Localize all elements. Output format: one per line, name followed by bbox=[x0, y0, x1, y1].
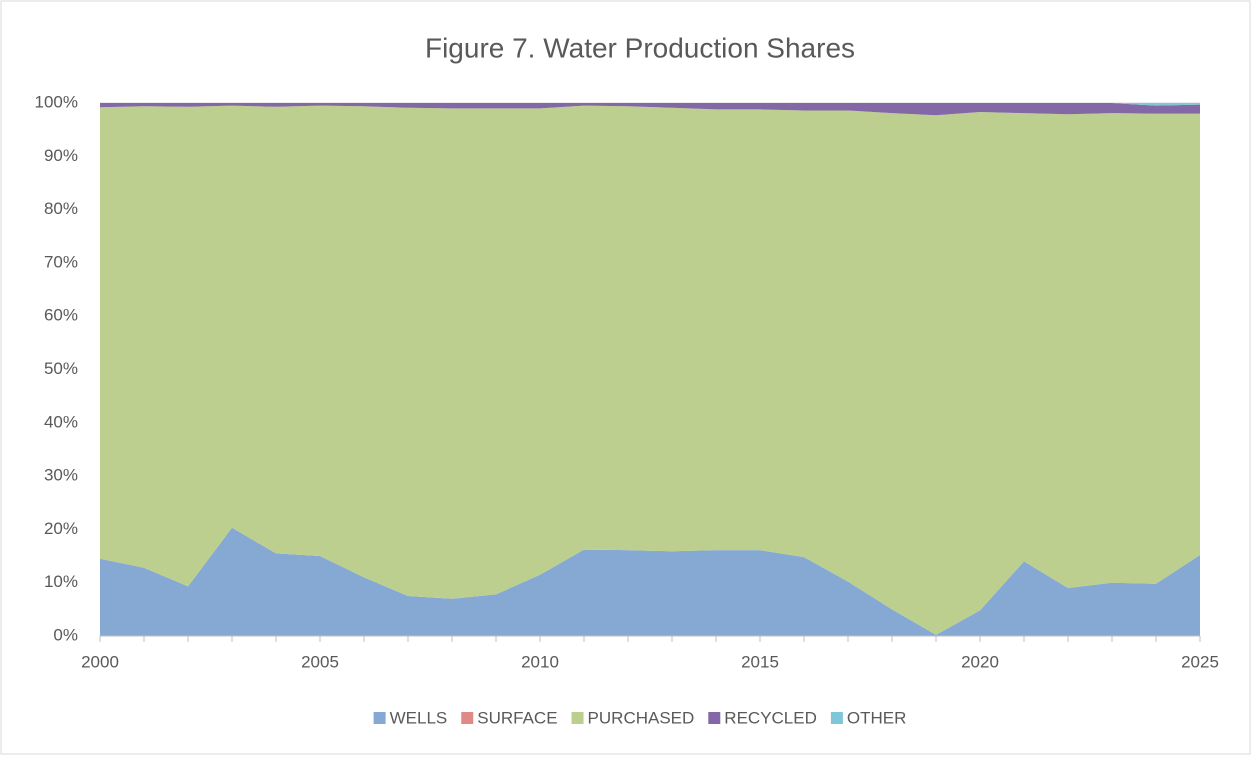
x-tick-label: 2000 bbox=[81, 652, 119, 671]
legend-swatch bbox=[461, 712, 474, 724]
y-tick-label: 30% bbox=[44, 466, 78, 485]
legend-label: SURFACE bbox=[477, 708, 557, 727]
chart-title: Figure 7. Water Production Shares bbox=[425, 32, 855, 63]
legend-label: RECYCLED bbox=[724, 708, 817, 727]
y-tick-label: 10% bbox=[44, 572, 78, 591]
y-tick-label: 80% bbox=[44, 199, 78, 218]
y-tick-label: 0% bbox=[53, 625, 78, 644]
legend-label: PURCHASED bbox=[588, 708, 695, 727]
legend-swatch bbox=[571, 712, 584, 724]
legend-swatch bbox=[373, 712, 386, 724]
area bbox=[100, 527, 1200, 636]
y-tick-label: 90% bbox=[44, 146, 78, 165]
y-tick-label: 40% bbox=[44, 412, 78, 431]
y-tick-label: 50% bbox=[44, 359, 78, 378]
area bbox=[100, 103, 1200, 116]
x-tick-label: 2010 bbox=[521, 652, 559, 671]
y-tick-label: 60% bbox=[44, 306, 78, 325]
area bbox=[100, 105, 1200, 635]
legend-swatch bbox=[708, 712, 721, 724]
legend-swatch bbox=[830, 712, 843, 724]
legend-label: OTHER bbox=[847, 708, 907, 727]
y-tick-label: 70% bbox=[44, 252, 78, 271]
x-tick-label: 2005 bbox=[301, 652, 339, 671]
y-tick-label: 20% bbox=[44, 519, 78, 538]
x-tick-label: 2020 bbox=[961, 652, 999, 671]
legend-label: WELLS bbox=[390, 708, 448, 727]
y-tick-label: 100% bbox=[35, 92, 78, 111]
x-tick-label: 2015 bbox=[741, 652, 779, 671]
x-tick-label: 2025 bbox=[1181, 652, 1219, 671]
